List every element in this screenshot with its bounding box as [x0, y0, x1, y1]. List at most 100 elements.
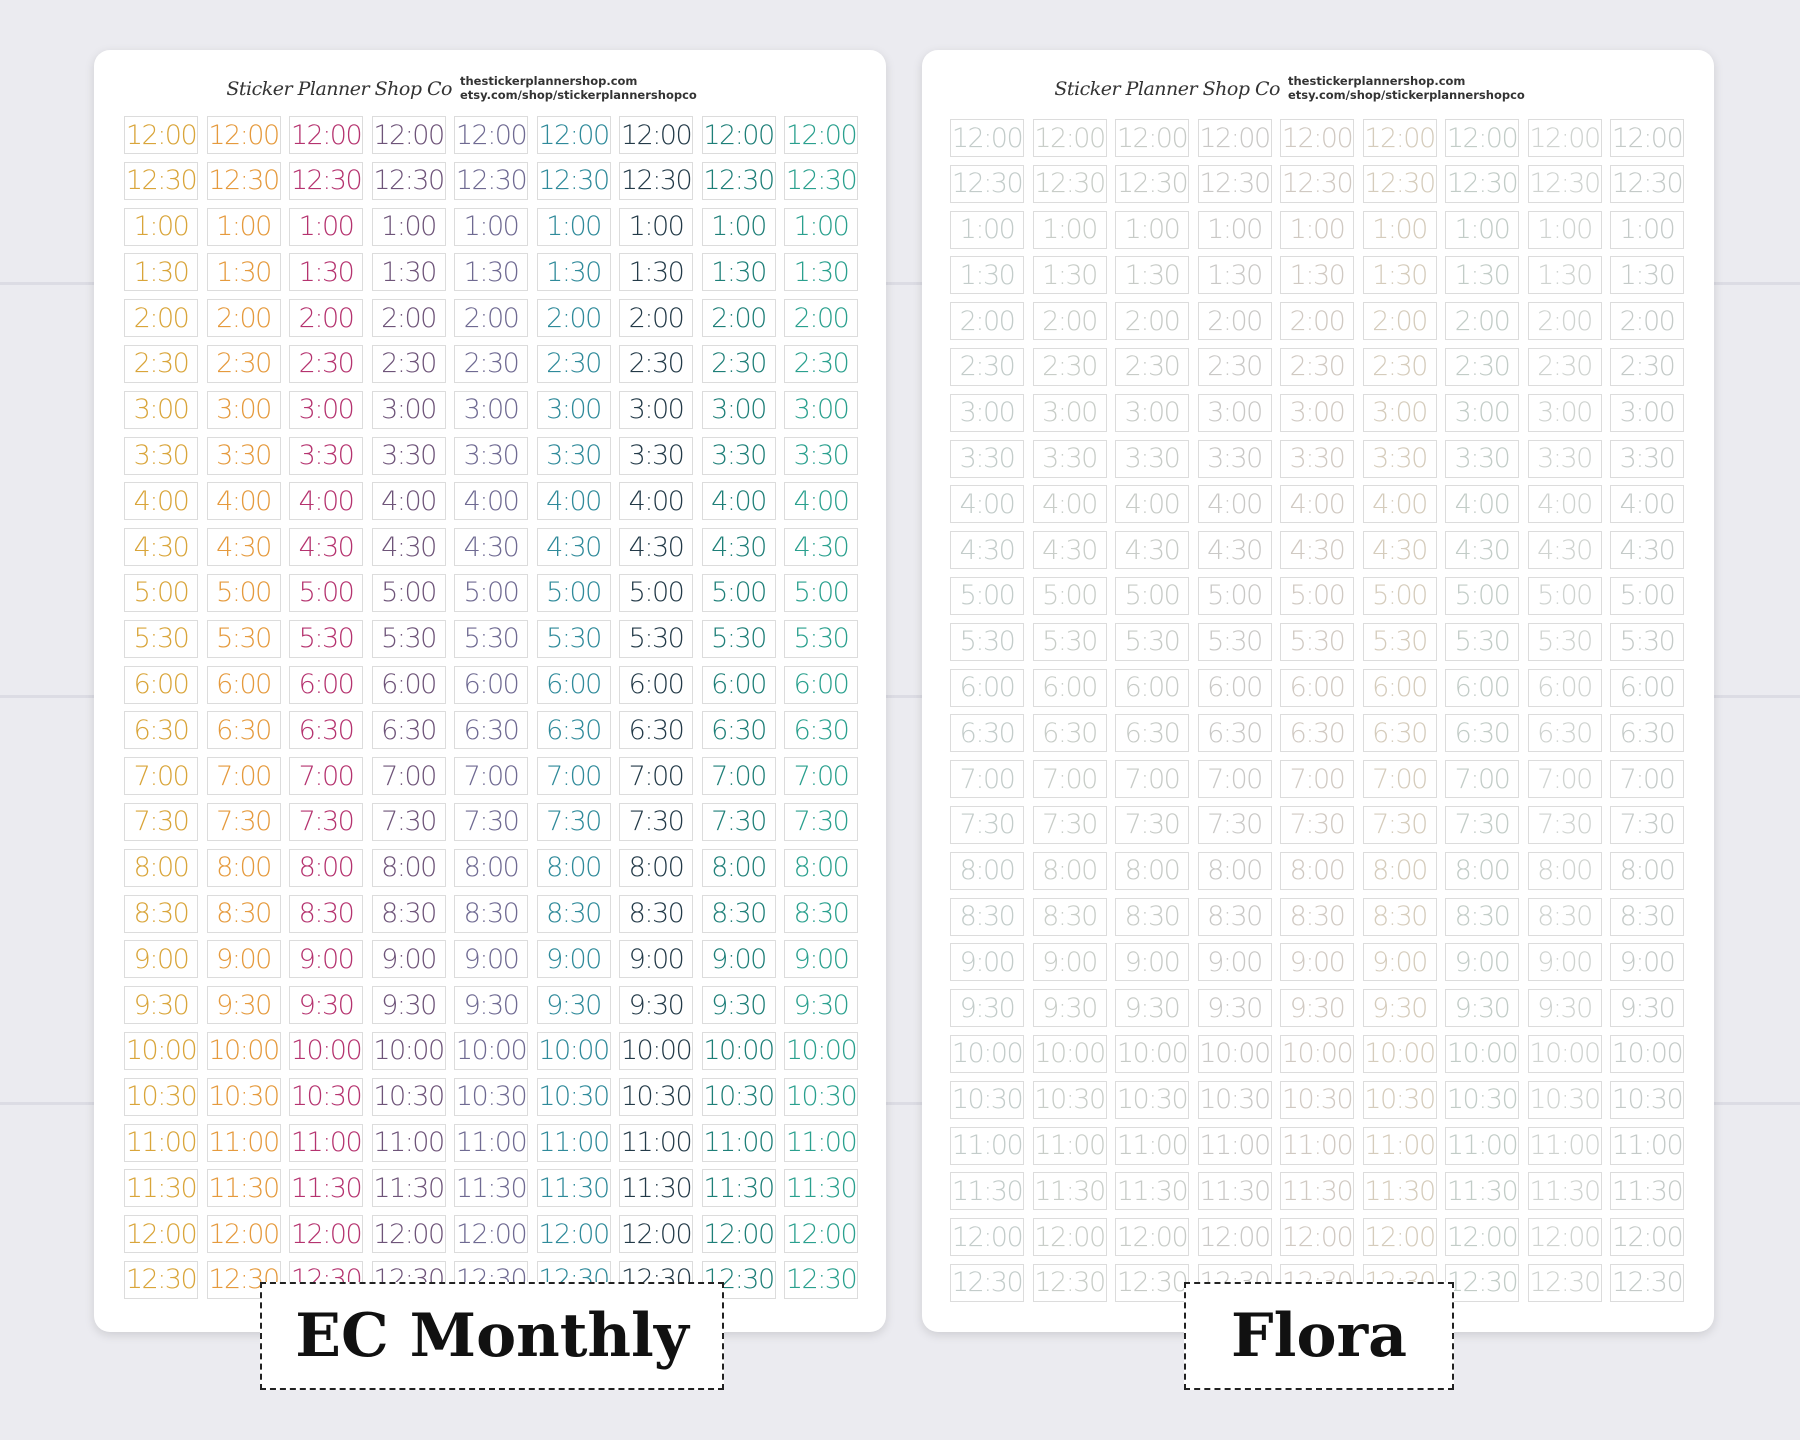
- brand-logo-script: Sticker Planner Shop Co: [226, 78, 452, 100]
- time-sticker: 2:00: [1362, 302, 1437, 341]
- time-sticker: 7:00: [950, 760, 1024, 799]
- time-sticker: 3:00: [289, 390, 363, 429]
- time-sticker: 6:00: [371, 665, 446, 704]
- time-sticker: 6:00: [784, 665, 858, 704]
- time-sticker: 12:30: [1610, 164, 1684, 203]
- time-sticker: 4:30: [1362, 531, 1437, 570]
- time-sticker: 10:00: [1610, 1034, 1684, 1073]
- time-sticker: 3:30: [124, 436, 198, 475]
- time-sticker: 11:30: [701, 1169, 776, 1208]
- time-sticker: 11:30: [619, 1169, 693, 1208]
- time-sticker: 7:00: [124, 757, 198, 796]
- time-sticker: 11:00: [950, 1126, 1024, 1165]
- time-sticker: 1:00: [1445, 210, 1519, 249]
- time-sticker: 4:00: [1362, 485, 1437, 524]
- time-sticker: 3:00: [1197, 393, 1272, 432]
- time-sticker: 12:00: [701, 1215, 776, 1254]
- time-sticker: 10:30: [1610, 1080, 1684, 1119]
- time-sticker: 12:00: [784, 1215, 858, 1254]
- time-sticker: 2:30: [1280, 347, 1354, 386]
- brand-urls: thestickerplannershop.com etsy.com/shop/…: [1288, 74, 1525, 102]
- time-sticker: 10:00: [371, 1031, 446, 1070]
- time-sticker: 6:00: [1115, 668, 1189, 707]
- time-sticker: 4:00: [289, 482, 363, 521]
- time-sticker: 9:30: [1032, 989, 1107, 1028]
- time-sticker: 9:00: [950, 943, 1024, 982]
- time-sticker: 8:30: [950, 897, 1024, 936]
- time-sticker: 7:00: [619, 757, 693, 796]
- time-sticker: 6:30: [619, 711, 693, 750]
- time-sticker: 8:30: [784, 894, 858, 933]
- time-sticker: 1:30: [1445, 256, 1519, 295]
- time-sticker: 10:30: [701, 1077, 776, 1116]
- time-sticker: 6:30: [1610, 714, 1684, 753]
- time-sticker: 10:00: [1280, 1034, 1354, 1073]
- time-sticker: 12:00: [1527, 119, 1602, 157]
- time-sticker: 8:30: [1280, 897, 1354, 936]
- time-sticker: 9:00: [1115, 943, 1189, 982]
- time-sticker: 12:30: [1445, 164, 1519, 203]
- time-sticker: 1:00: [124, 207, 198, 246]
- time-sticker: 9:30: [289, 986, 363, 1025]
- time-sticker: 1:30: [1115, 256, 1189, 295]
- time-sticker: 9:00: [784, 940, 858, 979]
- time-sticker: 11:00: [206, 1123, 281, 1162]
- time-sticker: 12:00: [701, 116, 776, 154]
- time-sticker: 5:30: [784, 619, 858, 658]
- time-sticker: 9:30: [1527, 989, 1602, 1028]
- time-sticker: 2:00: [371, 299, 446, 338]
- time-sticker: 8:00: [536, 848, 611, 887]
- time-sticker: 7:00: [701, 757, 776, 796]
- time-sticker: 8:30: [1527, 897, 1602, 936]
- time-sticker: 2:00: [1115, 302, 1189, 341]
- time-sticker: 1:30: [950, 256, 1024, 295]
- time-sticker-grid: 12:00 12:00 12:00 12:00 12:00 12:00 12:00 12:00…: [124, 116, 858, 1299]
- time-sticker: 8:30: [1610, 897, 1684, 936]
- time-sticker: 8:00: [454, 848, 528, 887]
- time-sticker: 7:00: [1197, 760, 1272, 799]
- time-sticker: 4:30: [1032, 531, 1107, 570]
- time-sticker: 7:00: [1115, 760, 1189, 799]
- time-sticker: 11:30: [289, 1169, 363, 1208]
- time-sticker: 12:00: [1527, 1218, 1602, 1257]
- time-sticker: 7:00: [536, 757, 611, 796]
- time-sticker: 4:30: [950, 531, 1024, 570]
- time-sticker: 1:30: [124, 253, 198, 292]
- time-sticker: 10:30: [289, 1077, 363, 1116]
- time-sticker: 8:30: [536, 894, 611, 933]
- time-sticker: 12:30: [950, 1263, 1024, 1302]
- time-sticker: 3:30: [701, 436, 776, 475]
- time-sticker: 7:30: [289, 802, 363, 841]
- time-sticker: 6:30: [1362, 714, 1437, 753]
- time-sticker: 10:00: [1197, 1034, 1272, 1073]
- time-sticker: 12:00: [1115, 119, 1189, 157]
- time-sticker: 4:00: [1032, 485, 1107, 524]
- time-sticker: 9:30: [950, 989, 1024, 1028]
- time-sticker: 10:00: [289, 1031, 363, 1070]
- time-sticker: 12:00: [454, 1215, 528, 1254]
- time-sticker: 9:00: [701, 940, 776, 979]
- time-sticker: 10:30: [1197, 1080, 1272, 1119]
- time-sticker: 12:00: [1197, 1218, 1272, 1257]
- time-sticker: 6:30: [206, 711, 281, 750]
- time-sticker: 4:00: [1115, 485, 1189, 524]
- sticker-sheet-flora: Sticker Planner Shop Co thestickerplanne…: [922, 50, 1714, 1332]
- time-sticker: 6:30: [1115, 714, 1189, 753]
- time-sticker: 12:30: [1197, 164, 1272, 203]
- time-sticker: 12:30: [206, 161, 281, 200]
- time-sticker: 11:30: [1115, 1172, 1189, 1211]
- time-sticker: 6:00: [289, 665, 363, 704]
- time-sticker: 3:00: [619, 390, 693, 429]
- time-sticker: 8:00: [701, 848, 776, 887]
- time-sticker: 11:30: [206, 1169, 281, 1208]
- time-sticker: 7:00: [1362, 760, 1437, 799]
- time-sticker: 4:00: [1445, 485, 1519, 524]
- time-sticker: 4:30: [701, 528, 776, 567]
- time-sticker: 8:30: [371, 894, 446, 933]
- time-sticker: 7:30: [371, 802, 446, 841]
- time-sticker: 7:30: [784, 802, 858, 841]
- time-sticker: 2:00: [454, 299, 528, 338]
- time-sticker: 12:30: [289, 161, 363, 200]
- time-sticker: 7:30: [536, 802, 611, 841]
- time-sticker: 12:30: [1280, 164, 1354, 203]
